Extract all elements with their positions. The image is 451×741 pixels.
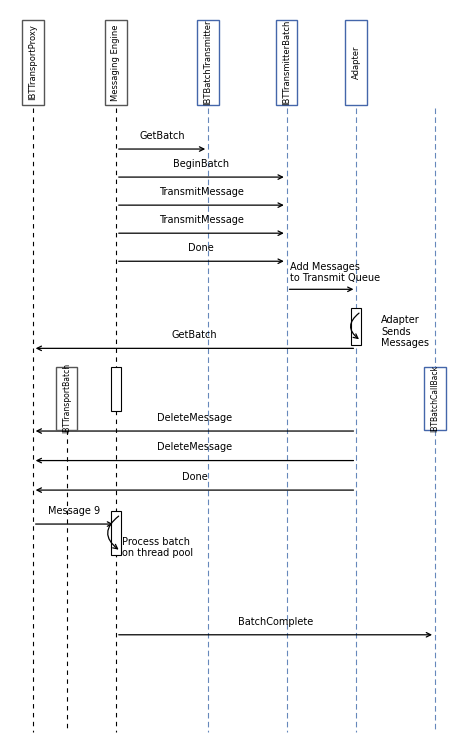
Text: IBTTransmitterBatch: IBTTransmitterBatch [281,19,290,105]
Text: BeginBatch: BeginBatch [173,159,229,169]
Text: Messaging Engine: Messaging Engine [111,24,120,101]
Text: Message 9: Message 9 [48,506,100,516]
Text: IBTTransportProxy: IBTTransportProxy [28,24,37,100]
Bar [111,511,120,555]
Text: TransmitMessage: TransmitMessage [158,215,243,225]
Bar [350,308,360,345]
Text: DeleteMessage: DeleteMessage [156,442,232,453]
Text: Done: Done [181,472,207,482]
Bar [105,20,126,104]
Text: Adapter
Sends
Messages: Adapter Sends Messages [380,315,428,348]
Bar [197,20,218,104]
Text: GetBatch: GetBatch [171,330,217,340]
Bar [55,367,77,430]
Bar [423,367,445,430]
Text: Done: Done [188,243,214,253]
Bar [111,367,120,411]
Text: Add Messages
to Transmit Queue: Add Messages to Transmit Queue [289,262,379,283]
Text: IBTTransportBatch: IBTTransportBatch [62,363,71,433]
Text: Adapter: Adapter [351,45,360,79]
Text: GetBatch: GetBatch [139,131,184,141]
Bar [275,20,297,104]
Text: IBTBatchCallBack: IBTBatchCallBack [429,365,438,432]
Bar [22,20,43,104]
Text: DeleteMessage: DeleteMessage [156,413,232,423]
Text: BatchComplete: BatchComplete [237,617,313,627]
Text: IBTBatchTransmitter: IBTBatchTransmitter [203,19,212,105]
Bar [345,20,366,104]
Text: Process batch
on thread pool: Process batch on thread pool [121,536,193,558]
Text: TransmitMessage: TransmitMessage [158,187,243,197]
